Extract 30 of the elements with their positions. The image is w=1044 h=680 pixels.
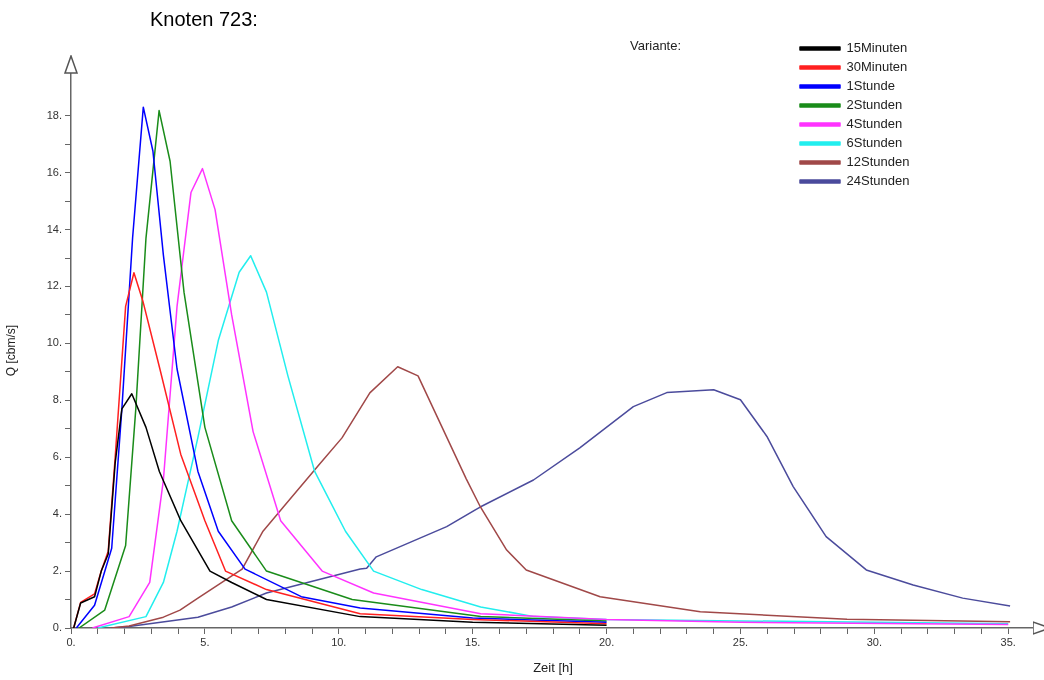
legend-label: 24Stunden [846,173,910,189]
legend-title: Variante: [630,38,682,53]
y-tick-label: 0. [52,621,62,634]
y-tick-label: 6. [52,450,62,463]
x-tick-label: 25. [732,635,749,648]
x-tick-label: 5. [200,635,210,648]
x-tick-label: 35. [1000,635,1016,648]
legend-label: 15Minuten [846,40,908,56]
y-tick-label: 2. [52,564,62,577]
y-tick-label: 16. [46,165,62,178]
y-tick-label: 12. [46,279,62,292]
legend-label: 1Stunde [846,78,895,94]
y-tick-label: 10. [46,336,62,349]
legend-label: 2Stunden [846,97,903,113]
legend-label: 4Stunden [846,116,903,132]
y-axis-title: Q [cbm/s] [3,324,18,377]
chart-title: Knoten 723: [150,8,258,31]
legend-label: 30Minuten [846,59,908,75]
y-tick-label: 18. [46,108,62,121]
x-axis-title: Zeit [h] [533,659,573,675]
y-tick-label: 4. [52,507,62,520]
legend-label: 6Stunden [846,135,903,151]
legend-label: 12Stunden [846,154,910,170]
x-tick-label: 30. [866,635,882,648]
x-tick-label: 15. [465,635,481,648]
y-tick-label: 14. [46,222,62,235]
x-tick-label: 20. [598,635,615,648]
x-tick-label: 0. [66,635,76,648]
x-tick-label: 10. [331,635,347,648]
y-tick-label: 8. [52,393,62,406]
